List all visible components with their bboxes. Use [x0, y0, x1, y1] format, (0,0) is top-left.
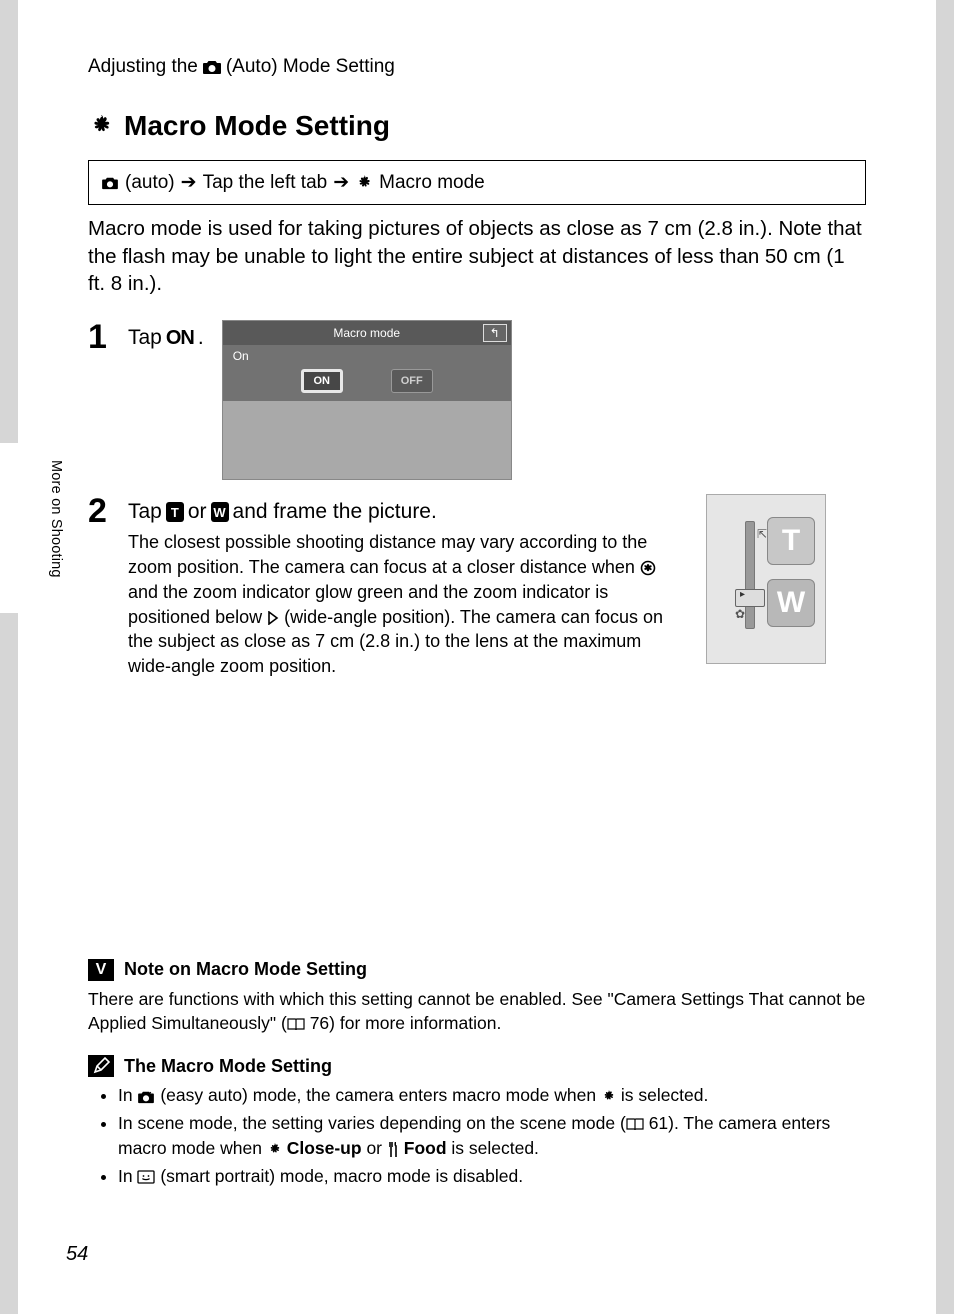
zoom-mini-icon: ⇱: [757, 527, 767, 541]
b1bold1: Close-up: [287, 1138, 362, 1158]
t2a: Tap: [128, 500, 162, 524]
flower-icon: [355, 174, 373, 192]
b2b: (smart portrait) mode, macro mode is dis…: [155, 1166, 523, 1186]
b1a: In scene mode, the setting varies depend…: [118, 1113, 626, 1133]
step-2: 2 Tap T or W and frame the picture. The …: [88, 494, 866, 679]
list-item: In (easy auto) mode, the camera enters m…: [118, 1083, 866, 1108]
lcd-screenshot: Macro mode ↰ On ON OFF: [222, 320, 512, 480]
b0b: (easy auto) mode, the camera enters macr…: [155, 1085, 601, 1105]
n1b: ) for more information.: [329, 1013, 501, 1033]
note-2-list: In (easy auto) mode, the camera enters m…: [88, 1083, 866, 1188]
step-2-title: Tap T or W and frame the picture.: [128, 500, 688, 524]
flower-icon: [267, 1142, 282, 1157]
side-tab: More on Shooting: [48, 460, 64, 581]
flower-icon: [88, 113, 114, 139]
arrow-icon: ➔: [333, 171, 349, 194]
t2c: and frame the picture.: [233, 500, 437, 524]
on-button[interactable]: ON: [301, 369, 343, 393]
book-icon: [626, 1118, 644, 1131]
nav-seg1: (auto): [125, 172, 175, 194]
flower-icon: [601, 1089, 616, 1104]
zoom-indicator: [735, 589, 765, 607]
w-key-icon: W: [211, 502, 229, 522]
lcd-title: Macro mode: [333, 326, 400, 340]
macro-focus-icon: ✿: [735, 607, 745, 621]
page: More on Shooting Adjusting the (Auto) Mo…: [18, 0, 936, 1314]
macro-focus-icon: [640, 560, 656, 576]
step-1: 1 Tap ON . Macro mode ↰ On ON: [88, 320, 866, 480]
nav-path: (auto) ➔ Tap the left tab ➔ Macro mode: [88, 160, 866, 205]
zoom-bar: [745, 521, 755, 629]
zoom-wide-button[interactable]: W: [767, 579, 815, 627]
food-icon: [387, 1142, 399, 1157]
nav-seg2: Tap the left tab: [203, 172, 328, 194]
list-item: In scene mode, the setting varies depend…: [118, 1111, 866, 1161]
page-title-text: Macro Mode Setting: [124, 110, 390, 142]
lcd-status: On: [223, 345, 511, 367]
side-tab-label: More on Shooting: [48, 460, 64, 578]
off-button[interactable]: OFF: [391, 369, 433, 393]
triangle-marker-icon: [267, 611, 279, 625]
intro-text: Macro mode is used for taking pictures o…: [88, 215, 866, 298]
smart-portrait-icon: [137, 1170, 155, 1184]
side-tab-bg: [0, 443, 18, 613]
notes-section: V Note on Macro Mode Setting There are f…: [88, 959, 866, 1189]
t-key-icon: T: [166, 502, 184, 522]
book-icon: [287, 1018, 305, 1031]
arrow-icon: ➔: [181, 171, 197, 194]
note-2-title: The Macro Mode Setting: [124, 1056, 332, 1077]
camera-icon: [202, 59, 222, 75]
nav-seg3: Macro mode: [379, 172, 485, 194]
breadcrumb-mode: (Auto) Mode Setting: [226, 56, 395, 78]
zoom-tele-button[interactable]: T: [767, 517, 815, 565]
t2b: or: [188, 500, 207, 524]
b1bold2: Food: [404, 1138, 447, 1158]
breadcrumb-prefix: Adjusting the: [88, 56, 198, 78]
note-pencil-icon: [88, 1055, 114, 1077]
step-number: 2: [88, 494, 114, 679]
camera-icon: [101, 176, 119, 190]
step-1-title-b: .: [198, 326, 204, 350]
step-1-title-a: Tap: [128, 326, 162, 350]
page-number: 54: [66, 1243, 88, 1266]
note-1-head: V Note on Macro Mode Setting: [88, 959, 866, 981]
step-2-desc: The closest possible shooting distance m…: [128, 530, 688, 679]
note-v-icon: V: [88, 959, 114, 981]
step-1-title: Tap ON .: [128, 326, 204, 350]
breadcrumb: Adjusting the (Auto) Mode Setting: [88, 56, 866, 78]
b2a: In: [118, 1166, 137, 1186]
easy-auto-icon: [137, 1090, 155, 1104]
note-2-head: The Macro Mode Setting: [88, 1055, 866, 1077]
note-1-body: There are functions with which this sett…: [88, 987, 866, 1035]
b0c: is selected.: [616, 1085, 708, 1105]
n1ref: 76: [310, 1013, 329, 1033]
b0a: In: [118, 1085, 137, 1105]
b1c: is selected.: [447, 1138, 539, 1158]
list-item: In (smart portrait) mode, macro mode is …: [118, 1164, 866, 1189]
b1mid: or: [362, 1138, 387, 1158]
page-title: Macro Mode Setting: [88, 110, 866, 142]
note-1-title: Note on Macro Mode Setting: [124, 959, 367, 980]
on-glyph: ON: [166, 327, 194, 350]
back-button[interactable]: ↰: [483, 324, 507, 342]
b1ref: 61: [649, 1113, 668, 1133]
zoom-widget: ⇱ ✿ T W: [706, 494, 826, 664]
step-number: 1: [88, 320, 114, 480]
d2a: The closest possible shooting distance m…: [128, 532, 647, 577]
